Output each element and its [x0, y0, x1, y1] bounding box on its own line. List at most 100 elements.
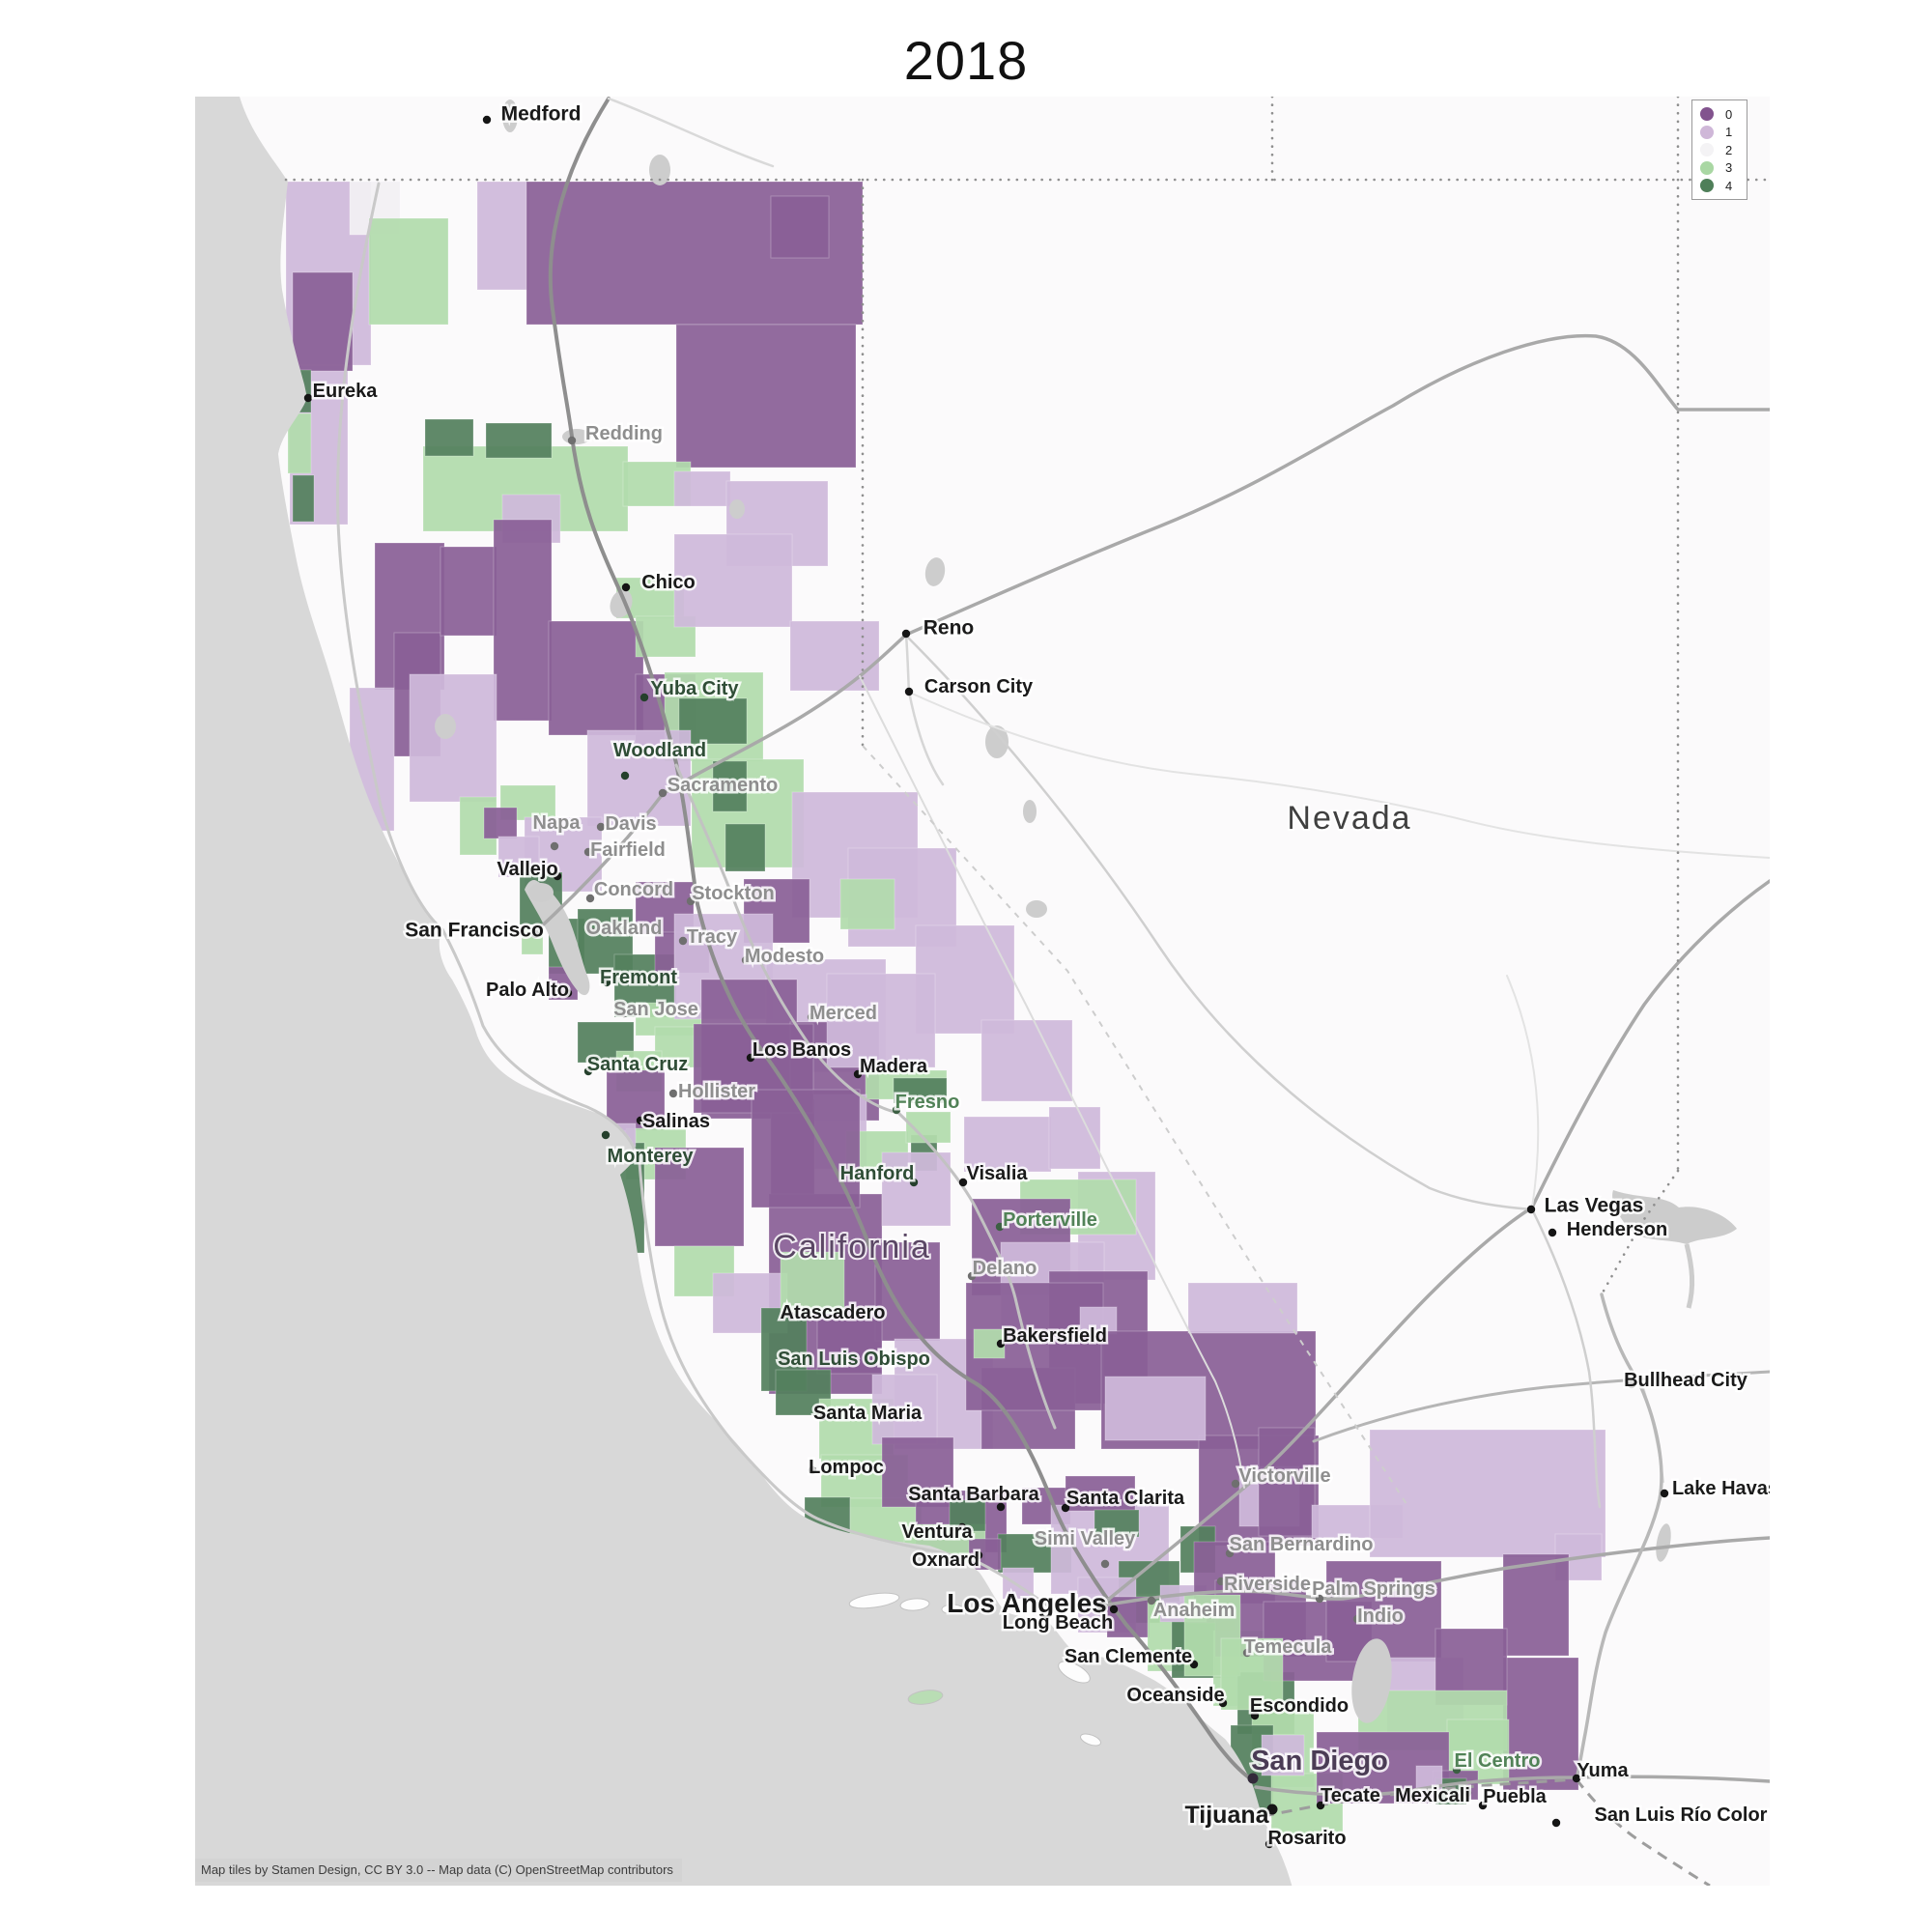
city-dot [563, 988, 573, 998]
choropleth-patch [675, 324, 857, 469]
choropleth-patch [673, 533, 793, 628]
city-label: San Bernardino [1230, 1534, 1374, 1555]
city-redding: Redding [567, 421, 666, 447]
city-label: Merced [810, 1003, 877, 1024]
road-line [1506, 975, 1540, 1208]
city-palm-springs: Palm Springs [1310, 1577, 1437, 1604]
city-label: Long Beach [1003, 1612, 1113, 1634]
city-san-jose: San Jose [611, 997, 701, 1023]
island [848, 1592, 900, 1609]
city-label: San Luis Río Color [1595, 1804, 1768, 1826]
city-bakersfield: Bakersfield [996, 1323, 1109, 1350]
city-label: Mexicali [1395, 1785, 1470, 1806]
city-los-angeles: Los Angeles [945, 1585, 1109, 1620]
city-san-diego: San Diego [1247, 1744, 1390, 1784]
lake [1023, 800, 1037, 823]
city-label: San Diego [1251, 1746, 1388, 1776]
island [899, 1598, 930, 1611]
choropleth-patch [893, 1077, 948, 1104]
city-dot [996, 1339, 1006, 1349]
island [907, 1690, 944, 1705]
city-label: Indio [1357, 1605, 1404, 1627]
city-fairfield: Fairfield [583, 838, 668, 864]
choropleth-patch [881, 1151, 952, 1227]
city-dot [1109, 1605, 1119, 1614]
legend-swatch [1700, 125, 1714, 139]
city-stockton: Stockton [686, 881, 777, 907]
city-dot [958, 1178, 968, 1187]
city-label: Fresno [895, 1092, 960, 1113]
choropleth-patch [780, 1251, 845, 1315]
city-riverside: Riverside [1216, 1572, 1314, 1598]
city-dot [619, 1009, 629, 1018]
city-lompoc: Lompoc [807, 1455, 887, 1481]
city-dot [1218, 1698, 1228, 1708]
city-dot [1100, 1559, 1110, 1569]
city-dot [1266, 1804, 1278, 1815]
city-temecula: Temecula [1241, 1634, 1335, 1661]
choropleth-patch [497, 836, 540, 878]
city-yuba-city: Yuba City [639, 676, 742, 702]
choropleth-patch [973, 1328, 1006, 1359]
choropleth-patch [1104, 1376, 1207, 1441]
city-dot [892, 1105, 901, 1115]
city-rosarito: Rosarito [1264, 1826, 1349, 1852]
city-label: Napa [533, 812, 582, 834]
choropleth-patch [874, 1241, 941, 1342]
city-yuma: Yuma [1572, 1758, 1632, 1784]
city-dot [807, 1012, 816, 1022]
choropleth-patch [789, 620, 880, 692]
city-dot [585, 894, 595, 903]
city-davis: Davis [596, 811, 659, 838]
city-salinas: Salinas [636, 1109, 713, 1135]
choropleth-patch [493, 519, 553, 722]
city-atascadero: Atascadero [778, 1300, 888, 1326]
city-label: San Jose [613, 999, 698, 1020]
choropleth-patch [1220, 1637, 1284, 1711]
city-label: Fairfield [590, 839, 666, 861]
city-las-vegas: Las Vegas [1526, 1192, 1646, 1219]
city-el-centro: El Centro [1452, 1748, 1543, 1775]
city-dot [1526, 1205, 1536, 1214]
city-dot [1147, 1596, 1156, 1605]
city-dot [967, 1271, 977, 1281]
city-dot [1551, 1818, 1561, 1828]
city-dot [1225, 1548, 1235, 1558]
choropleth-patch [440, 546, 497, 637]
legend-item: 0 [1700, 105, 1747, 124]
city-label: Eureka [313, 381, 379, 402]
city-label: San Luis Obispo [778, 1349, 930, 1370]
city-dot [1096, 1601, 1108, 1612]
lake [502, 99, 518, 132]
legend-swatch [1700, 179, 1714, 193]
city-santa-maria: Santa Maria [810, 1401, 924, 1427]
choropleth-patch [826, 973, 936, 1068]
road-line [1254, 1775, 1770, 1797]
city-dot [819, 1411, 829, 1421]
city-hanford: Hanford [838, 1161, 919, 1187]
city-dot [1231, 1479, 1240, 1489]
city-dot [957, 1522, 967, 1532]
legend-label: 3 [1725, 160, 1733, 176]
city-tecate: Tecate [1316, 1783, 1382, 1810]
state-border-line [1575, 1293, 1663, 1781]
city-label: Concord [594, 879, 673, 900]
city-dot [620, 771, 630, 781]
legend-swatch [1700, 143, 1714, 157]
state-border-line [1263, 1777, 1577, 1818]
city-label: Madera [860, 1056, 928, 1077]
city-label: Escondido [1250, 1695, 1349, 1717]
choropleth-patch [485, 422, 553, 459]
choropleth-patch [673, 470, 731, 507]
choropleth-patch [839, 878, 895, 930]
roads [336, 97, 1770, 1797]
choropleth-patches [283, 181, 1606, 1836]
city-dot [1478, 1801, 1488, 1810]
city-dot [746, 1053, 755, 1063]
city-label: Fremont [600, 967, 677, 988]
city-sacramento: Sacramento [658, 773, 781, 799]
city-santa-barbara: Santa Barbara [906, 1482, 1042, 1512]
road-line [532, 333, 1770, 935]
choropleth-patch [1502, 1553, 1570, 1657]
